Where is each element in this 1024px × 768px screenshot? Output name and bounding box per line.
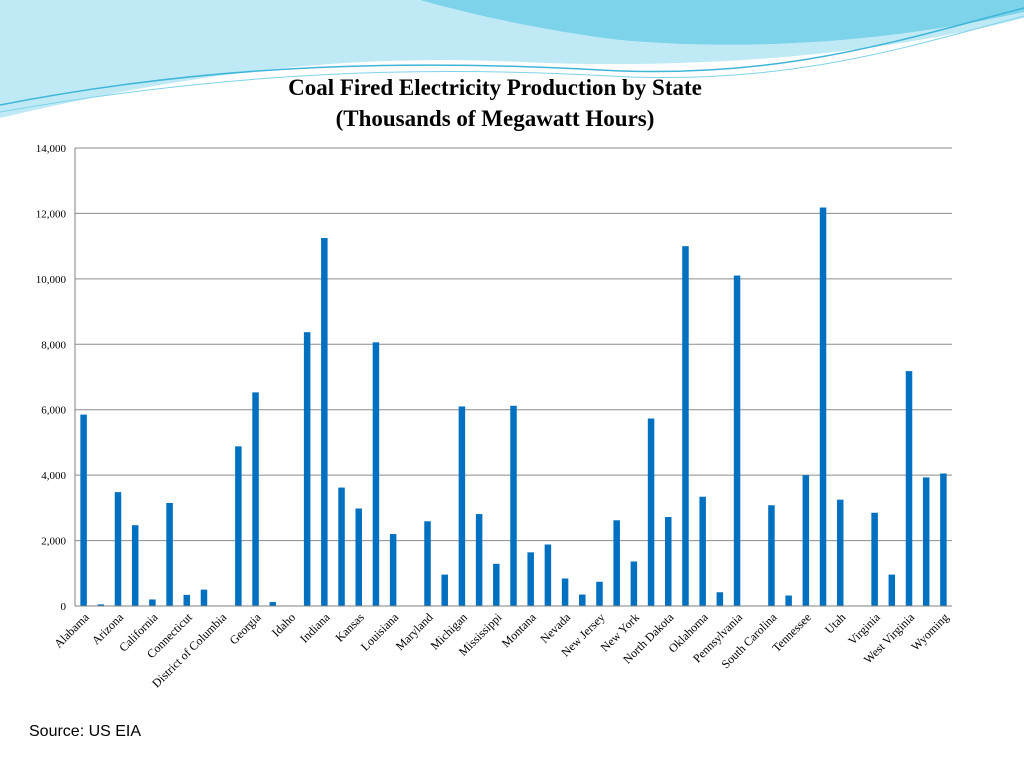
bar-north-carolina — [647, 418, 655, 606]
x-tick-label: Utah — [822, 610, 848, 636]
bar-ohio — [682, 246, 689, 606]
bar-oklahoma — [699, 496, 706, 606]
y-axis-ticks: 0 2,000 4,000 6,000 8,000 10,000 12,000 14,000 — [36, 143, 67, 613]
bar-montana — [527, 552, 534, 606]
y-tick-label: 8,000 — [41, 339, 66, 351]
y-tick-label: 6,000 — [41, 405, 66, 417]
x-tick-label: Georgia — [227, 610, 265, 648]
bar-tennessee — [802, 475, 810, 606]
bar-west-virginia — [905, 371, 913, 606]
bar-delaware — [200, 589, 208, 606]
bar-louisiana — [389, 534, 397, 606]
bar-connecticut — [183, 594, 191, 606]
bar-minnesota — [475, 514, 483, 606]
bar-nevada — [561, 578, 569, 606]
bar-washington — [888, 574, 896, 606]
bar-mississippi — [493, 563, 500, 606]
bar-wyoming — [940, 473, 947, 606]
bar-arizona — [114, 492, 122, 606]
wave-line — [0, 15, 1024, 113]
bar-north-dakota — [665, 517, 672, 606]
x-tick-label: Louisiana — [358, 610, 402, 654]
bar-wisconsin — [922, 477, 930, 606]
bars — [80, 207, 947, 607]
bar-nebraska — [544, 544, 552, 606]
bar-alabama — [80, 414, 87, 606]
bar-iowa — [338, 487, 345, 606]
bar-new-york — [630, 561, 638, 606]
wave-mid — [420, 0, 1024, 45]
bar-new-hampshire — [579, 594, 586, 606]
bar-texas — [819, 207, 827, 607]
x-tick-label: Wyoming — [908, 610, 951, 653]
bar-georgia — [252, 392, 259, 606]
bar-maryland — [424, 521, 431, 606]
x-axis-labels: AlabamaArizonaCaliforniaConnecticutDistr… — [51, 610, 951, 691]
bar-hawaii — [269, 602, 277, 606]
bar-south-carolina — [768, 505, 775, 606]
x-tick-label: Montana — [499, 610, 540, 651]
bar-massachusetts — [441, 574, 448, 606]
y-tick-label: 14,000 — [36, 143, 67, 155]
chart-title-line-2: (Thousands of Megawatt Hours) — [335, 106, 655, 131]
chart-title: Coal Fired Electricity Production by Sta… — [195, 72, 795, 134]
source-note: Source: US EIA — [29, 723, 142, 740]
bar-new-jersey — [596, 581, 603, 606]
x-tick-label: Alabama — [51, 610, 92, 651]
bar-utah — [836, 499, 844, 606]
bar-missouri — [510, 405, 517, 606]
bar-california — [149, 599, 156, 606]
bar-virginia — [871, 512, 878, 606]
y-tick-label: 0 — [61, 601, 67, 613]
bar-michigan — [458, 406, 466, 606]
x-tick-label: Idaho — [269, 610, 298, 639]
y-tick-label: 4,000 — [41, 470, 66, 482]
bar-illinois — [303, 332, 311, 606]
bar-alaska — [97, 604, 105, 606]
bar-kentucky — [372, 342, 380, 606]
decorative-wave-header — [0, 0, 1024, 118]
y-tick-label: 12,000 — [36, 208, 67, 220]
bar-new-mexico — [613, 520, 620, 606]
bar-chart: 02,0004,0006,0008,00010,00012,00014,000 … — [36, 143, 952, 691]
wave-line — [0, 7, 1024, 106]
bar-indiana — [321, 237, 328, 606]
y-tick-label: 10,000 — [36, 274, 67, 286]
x-tick-label: Indiana — [297, 610, 333, 646]
chart-title-line-1: Coal Fired Electricity Production by Sta… — [288, 75, 702, 100]
x-tick-label: Maryland — [393, 610, 436, 653]
y-tick-label: 2,000 — [41, 536, 66, 548]
bar-florida — [235, 446, 242, 606]
bar-oregon — [716, 592, 724, 606]
bar-arkansas — [131, 525, 139, 606]
bar-colorado — [166, 502, 173, 606]
bar-kansas — [355, 508, 362, 606]
bar-pennsylvania — [733, 275, 741, 606]
bar-south-dakota — [785, 595, 792, 606]
